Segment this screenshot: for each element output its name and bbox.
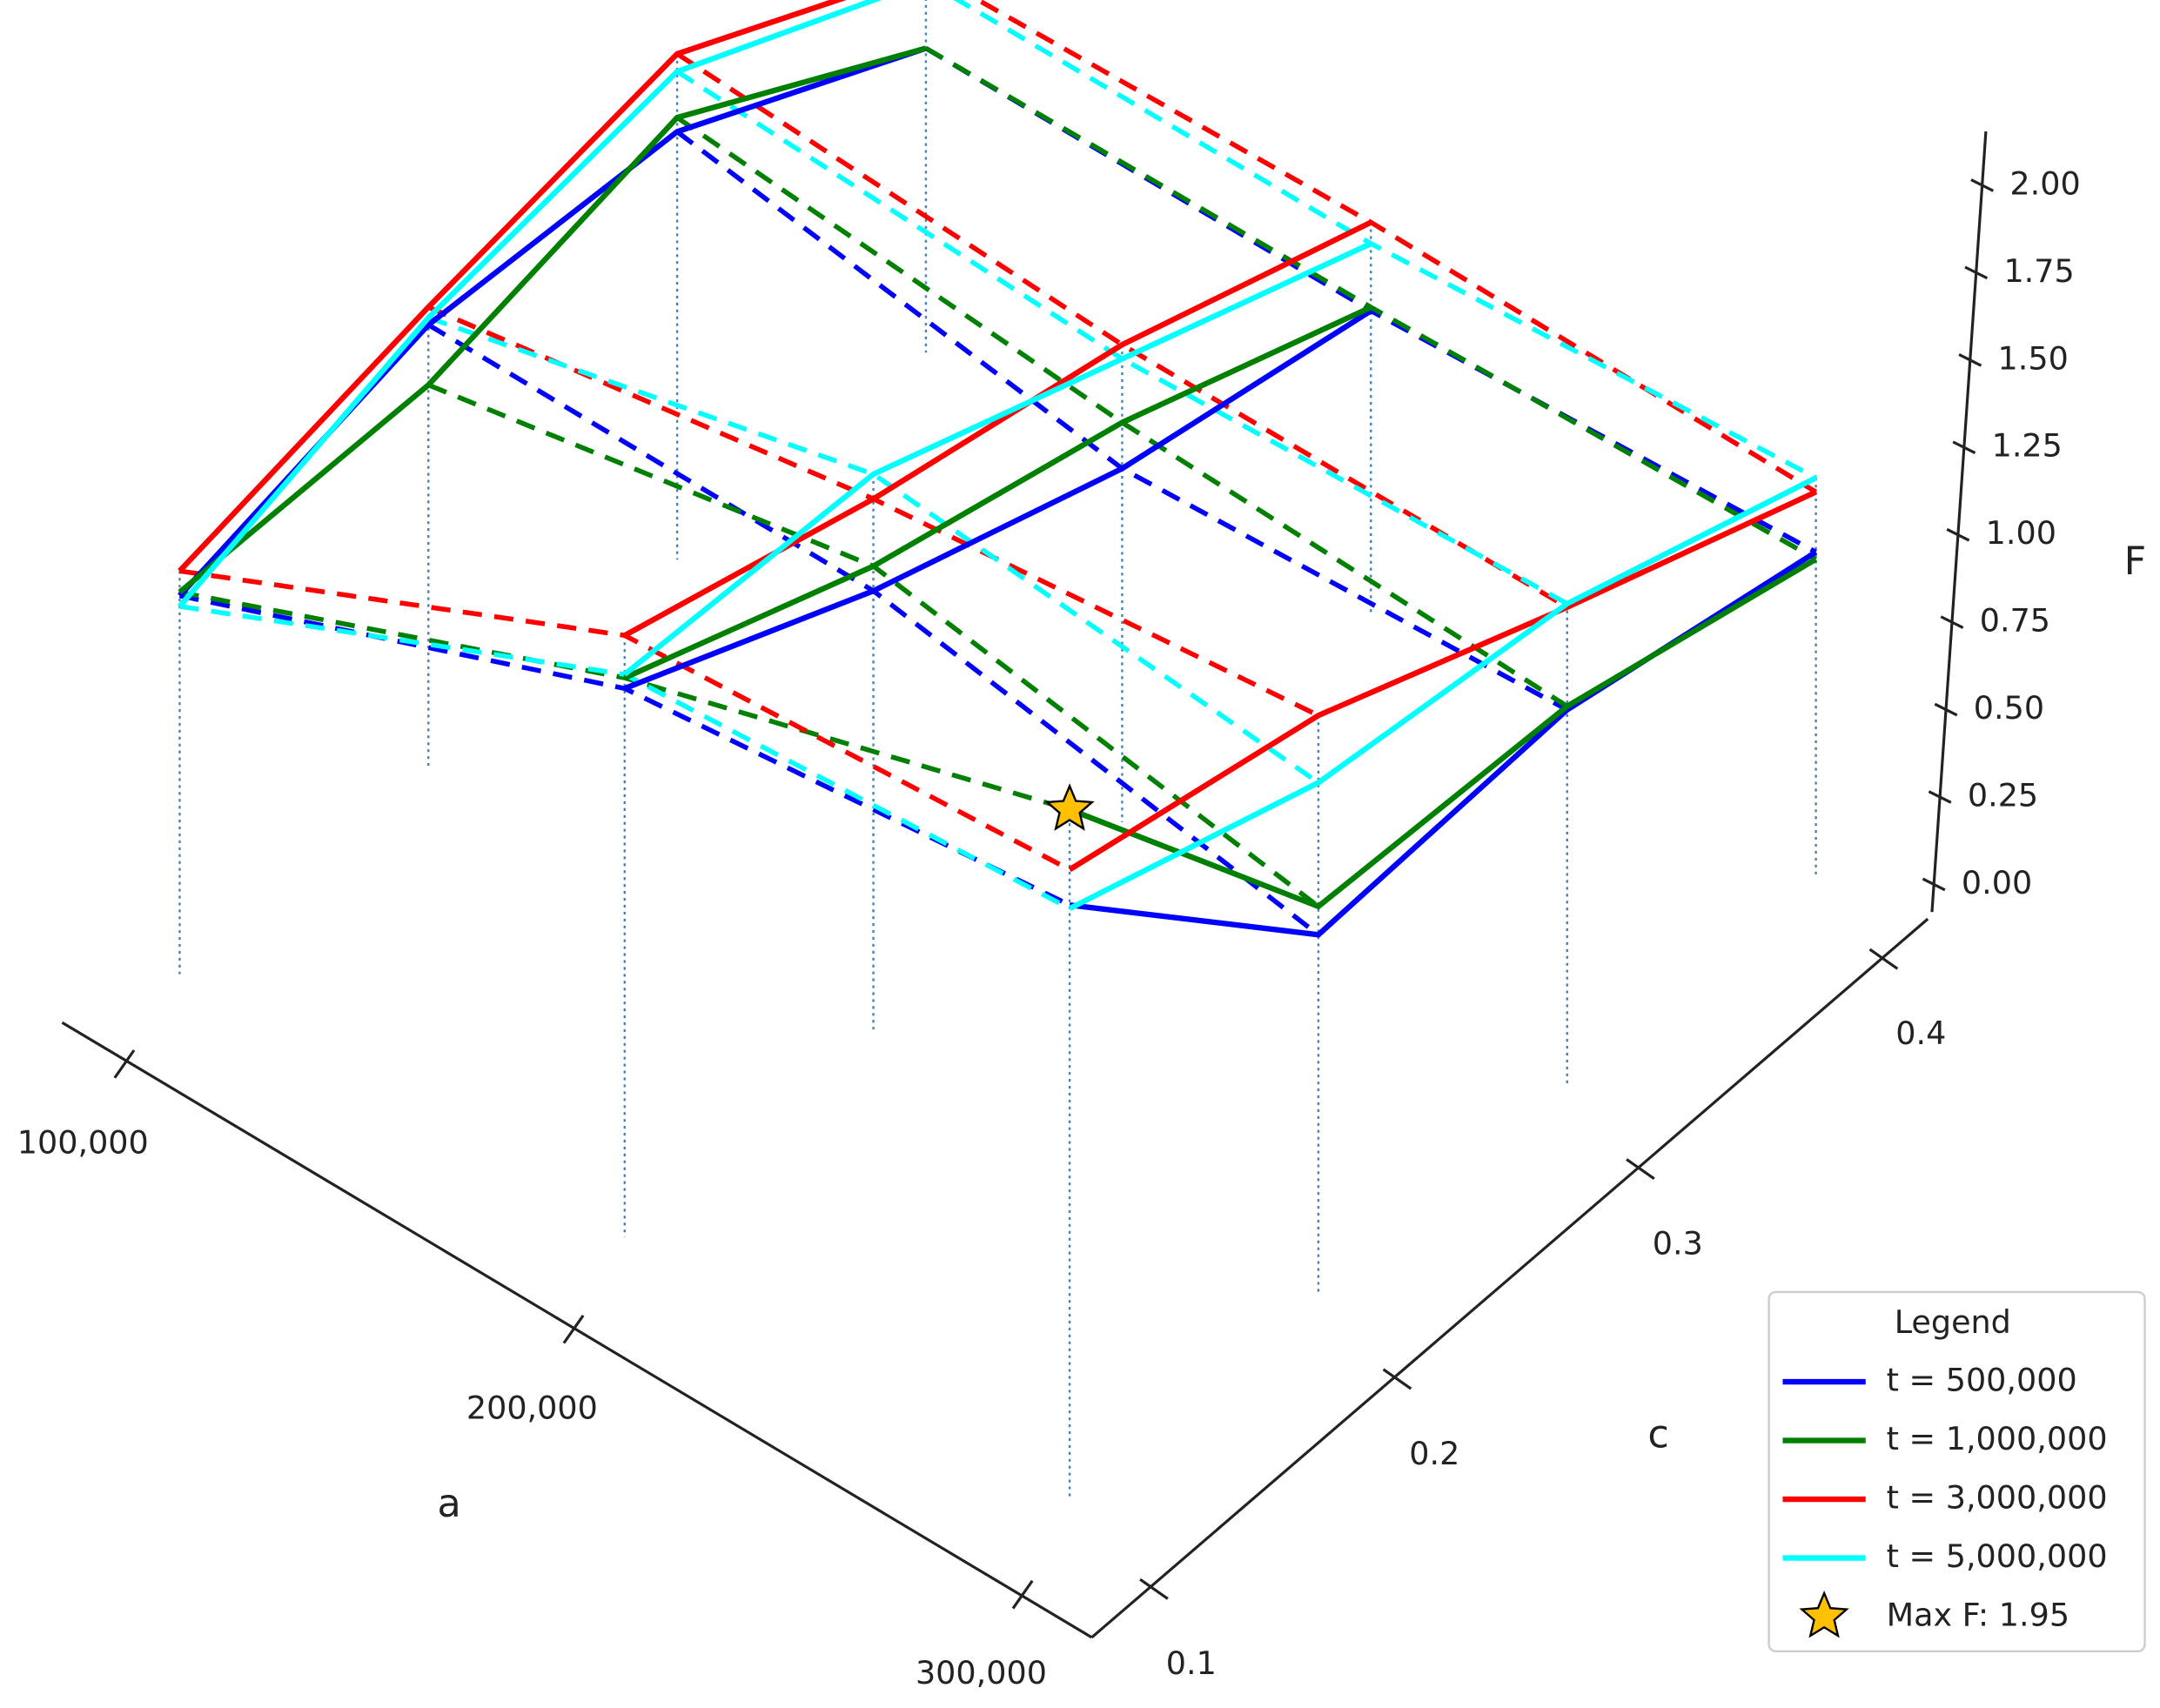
z-tick-label: 0.75 [1980, 602, 2050, 640]
x-tick-label: 300,000 [916, 1654, 1047, 1691]
y-tick [1139, 1577, 1169, 1600]
z-tick-label: 1.00 [1986, 514, 2056, 552]
legend-label: t = 5,000,000 [1887, 1537, 2108, 1575]
series-line [622, 241, 1372, 677]
z-tick [1934, 702, 1958, 717]
z-axis-label: F [2124, 539, 2147, 584]
y-tick [1626, 1158, 1655, 1180]
series-line-dashed [675, 115, 1569, 709]
z-tick-label: 1.25 [1992, 427, 2063, 465]
series-line [623, 219, 1372, 639]
x-tick-label: 100,000 [17, 1123, 149, 1161]
y-tick [1868, 948, 1899, 970]
x-tick [1011, 1579, 1034, 1610]
series-line [1068, 556, 1818, 910]
y-tick-label: 0.3 [1653, 1224, 1703, 1262]
z-tick [1964, 265, 1989, 280]
z-tick-label: 2.00 [2009, 164, 2080, 202]
y-tick-label: 0.1 [1166, 1644, 1217, 1682]
z-tick-label: 1.50 [1998, 339, 2069, 377]
plot-area: 100,000 200,000 300,000 0.1 0.2 0.3 0.4 0.00 0.2… [17, 0, 2081, 1691]
series-line-dashed [426, 322, 1320, 937]
series-line [178, 0, 847, 573]
legend-label: t = 1,000,000 [1887, 1420, 2108, 1457]
z-tick [1958, 353, 1982, 367]
z-tick-label: 1.75 [2003, 252, 2074, 290]
z-tick [1970, 178, 1995, 192]
x-tick-label: 200,000 [466, 1389, 598, 1426]
y-axis-line [1090, 917, 1929, 1639]
z-tick-label: 0.25 [1968, 776, 2038, 814]
z-tick [1928, 790, 1952, 804]
y-tick-label: 0.2 [1409, 1435, 1459, 1472]
series-line [1068, 475, 1818, 912]
z-tick [1922, 877, 1946, 892]
y-tick [1382, 1368, 1412, 1390]
z-axis-line [1930, 131, 1988, 913]
legend-star [1799, 1590, 1849, 1638]
z-tick [1952, 440, 1976, 455]
series-line [623, 308, 1372, 692]
series-line [178, 45, 927, 598]
series-line [178, 0, 882, 608]
x-tick [562, 1314, 585, 1344]
legend-title: Legend [1895, 1303, 2011, 1341]
x-axis-label: a [437, 1482, 460, 1526]
x-axis-line [61, 1021, 1093, 1639]
series-line-dashed [675, 69, 1569, 606]
z-tick [1940, 615, 1964, 629]
series-line-dashed [427, 315, 1320, 785]
series-line [1069, 549, 1818, 938]
legend: Legend t = 500,000 t = 1,000,000 t = 3,000… [1768, 1290, 2146, 1652]
z-tick-label: 0.00 [1962, 864, 2032, 901]
x-tick [113, 1049, 136, 1079]
legend-label: t = 3,000,000 [1887, 1479, 2108, 1517]
legend-label: t = 500,000 [1887, 1362, 2077, 1399]
series-line [1068, 489, 1817, 873]
series-line [178, 45, 927, 595]
series-line [623, 305, 1372, 680]
z-tick-label: 0.50 [1974, 689, 2044, 727]
max-marker [1044, 783, 1095, 831]
legend-label: Max F: 1.95 [1887, 1597, 2069, 1634]
y-axis-label: c [1647, 1413, 1668, 1457]
y-tick-label: 0.4 [1895, 1015, 1946, 1052]
z-tick [1946, 527, 1970, 542]
